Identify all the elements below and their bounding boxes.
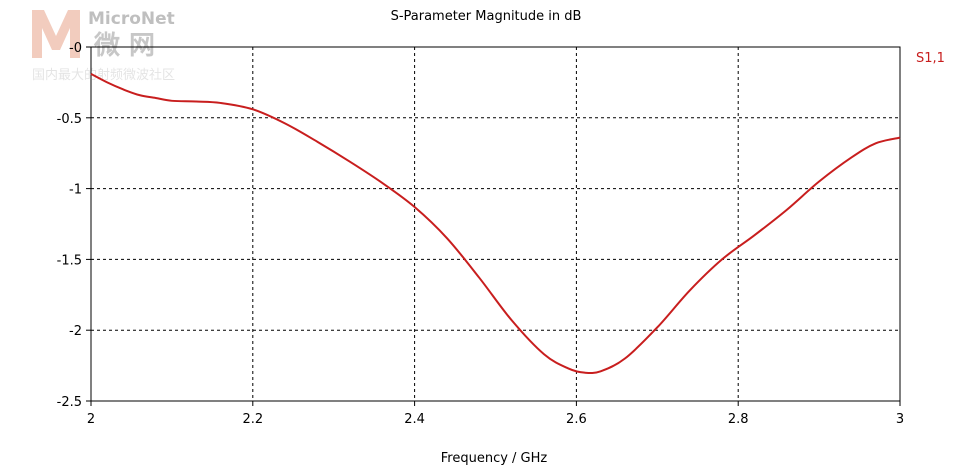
- y-tick-labels: -0 -0.5 -1 -1.5 -2 -2.5: [57, 41, 91, 410]
- y-tick-label: -2: [69, 324, 82, 339]
- y-tick-label: -0.5: [57, 112, 82, 127]
- micronet-logo-icon: [32, 10, 80, 58]
- x-tick-label: 2.6: [566, 412, 587, 427]
- micronet-watermark: MicroNet 微 网 国内最大的射频微波社区: [32, 9, 175, 83]
- x-axis-label: Frequency / GHz: [441, 451, 548, 466]
- series-group: [90, 73, 901, 375]
- plot-area: [90, 46, 901, 402]
- x-tick-label: 2.4: [404, 412, 425, 427]
- x-tick-label: 2: [87, 412, 95, 427]
- watermark-tagline: 国内最大的射频微波社区: [32, 67, 175, 83]
- x-tick-label: 2.8: [728, 412, 749, 427]
- y-tick-label: -1.5: [57, 253, 82, 268]
- y-tick-label: -1: [69, 183, 82, 198]
- x-tick-label: 2.2: [242, 412, 263, 427]
- watermark-brand: MicroNet: [88, 9, 175, 29]
- chart-title: S-Parameter Magnitude in dB: [391, 9, 582, 24]
- x-tick-label: 3: [896, 412, 904, 427]
- legend-entry-s11: S1,1: [916, 51, 945, 66]
- series-line-s11: [90, 73, 901, 375]
- grid: [91, 47, 900, 401]
- y-tick-label: -2.5: [57, 395, 82, 410]
- watermark-brand-cn: 微 网: [93, 30, 155, 61]
- y-tick-label: -0: [69, 41, 82, 56]
- x-tick-labels: 2 2.2 2.4 2.6 2.8 3: [87, 401, 904, 427]
